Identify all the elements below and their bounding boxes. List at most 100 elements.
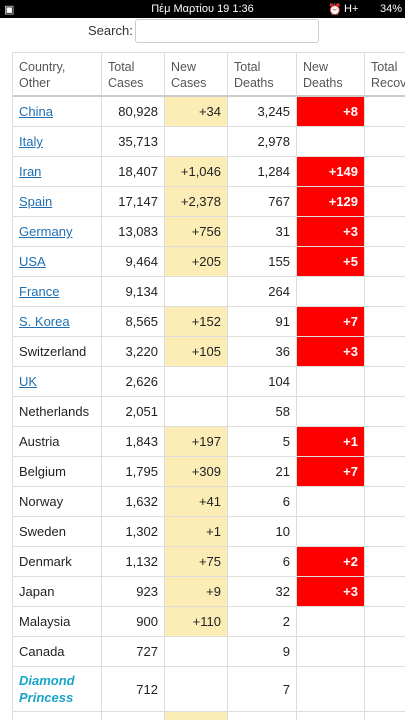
table-cell (297, 607, 365, 637)
table-cell (365, 397, 405, 427)
table-cell: 712 (102, 667, 165, 712)
table-cell (165, 397, 228, 427)
country-name: Austria (12, 427, 102, 457)
table-cell: 2,626 (102, 367, 165, 397)
table-cell: +1 (297, 427, 365, 457)
country-name: Malaysia (12, 607, 102, 637)
table-cell (365, 637, 405, 667)
table-cell (165, 127, 228, 157)
table-cell: 9 (228, 637, 297, 667)
table-cell (365, 247, 405, 277)
table-cell (297, 277, 365, 307)
table-cell (165, 367, 228, 397)
column-header[interactable]: Total Deaths (228, 52, 297, 97)
column-header[interactable]: New Deaths (297, 52, 365, 97)
table-cell: +5 (297, 247, 365, 277)
country-name: Japan (12, 577, 102, 607)
search-label: Search: (88, 23, 133, 38)
table-cell: +3 (297, 217, 365, 247)
table-cell: 18,407 (102, 157, 165, 187)
table-cell: +205 (165, 247, 228, 277)
table-cell: +7 (297, 307, 365, 337)
country-name[interactable]: France (12, 277, 102, 307)
table-cell: 1,843 (102, 427, 165, 457)
country-name[interactable]: China (12, 97, 102, 127)
column-header[interactable]: Total Cases (102, 52, 165, 97)
table-cell: +1,046 (165, 157, 228, 187)
table-cell: 155 (228, 247, 297, 277)
country-name[interactable]: Germany (12, 217, 102, 247)
country-name: Norway (12, 487, 102, 517)
country-name: Netherlands (12, 397, 102, 427)
country-name[interactable]: S. Korea (12, 307, 102, 337)
table-cell (365, 277, 405, 307)
table-cell: 13,083 (102, 217, 165, 247)
table-cell (297, 667, 365, 712)
country-name: Denmark (12, 547, 102, 577)
table-cell: 9,134 (102, 277, 165, 307)
table-cell: +8 (297, 97, 365, 127)
table-cell: +152 (165, 307, 228, 337)
table-cell (165, 277, 228, 307)
table-cell (12, 712, 102, 720)
country-name[interactable]: USA (12, 247, 102, 277)
table-cell (365, 187, 405, 217)
table-cell: 5 (228, 427, 297, 457)
country-name: Diamond Princess (12, 667, 102, 712)
table-cell: +756 (165, 217, 228, 247)
country-name: Switzerland (12, 337, 102, 367)
table-cell: +105 (165, 337, 228, 367)
table-cell: 31 (228, 217, 297, 247)
table-cell: 1,284 (228, 157, 297, 187)
table-cell (102, 712, 165, 720)
table-cell: 900 (102, 607, 165, 637)
table-cell (297, 517, 365, 547)
table-cell: +41 (165, 487, 228, 517)
table-cell: +197 (165, 427, 228, 457)
table-cell (165, 712, 228, 720)
table-cell: 1,632 (102, 487, 165, 517)
table-cell (365, 127, 405, 157)
table-cell (228, 712, 297, 720)
column-header[interactable]: Total Recovered (365, 52, 405, 97)
country-name[interactable]: Spain (12, 187, 102, 217)
notification-icon: ▣ (4, 4, 15, 16)
status-bar: ▣ Πέμ Μαρτίου 19 1:36 ⏰ H+ 34% (0, 0, 405, 18)
table-cell (297, 367, 365, 397)
country-name[interactable]: UK (12, 367, 102, 397)
table-cell (365, 337, 405, 367)
table-cell (297, 712, 365, 720)
table-cell: +309 (165, 457, 228, 487)
table-cell: +75 (165, 547, 228, 577)
table-cell: 2,051 (102, 397, 165, 427)
table-cell: 3,220 (102, 337, 165, 367)
country-name: Belgium (12, 457, 102, 487)
table-cell (165, 667, 228, 712)
country-name[interactable]: Iran (12, 157, 102, 187)
table-cell (297, 397, 365, 427)
table: Country, Other Total Cases New Cases Total … (0, 52, 405, 720)
table-cell: +34 (165, 97, 228, 127)
search-input[interactable] (135, 19, 319, 43)
table-cell: 923 (102, 577, 165, 607)
table-cell: 80,928 (102, 97, 165, 127)
table-cell (365, 712, 405, 720)
table-cell: 8,565 (102, 307, 165, 337)
country-name[interactable]: Italy (12, 127, 102, 157)
network: H+ (344, 3, 359, 15)
column-header[interactable]: Country, Other (12, 52, 102, 97)
alarm-icon: ⏰ (328, 4, 342, 16)
table-cell: +110 (165, 607, 228, 637)
table-cell: 91 (228, 307, 297, 337)
column-header[interactable]: New Cases (165, 52, 228, 97)
table-cell (365, 307, 405, 337)
country-name: Canada (12, 637, 102, 667)
table-cell: 1,132 (102, 547, 165, 577)
table-cell: +2,378 (165, 187, 228, 217)
table-cell: +2 (297, 547, 365, 577)
table-cell: +1 (165, 517, 228, 547)
table-cell (365, 217, 405, 247)
table-cell: 2 (228, 607, 297, 637)
table-cell (365, 547, 405, 577)
